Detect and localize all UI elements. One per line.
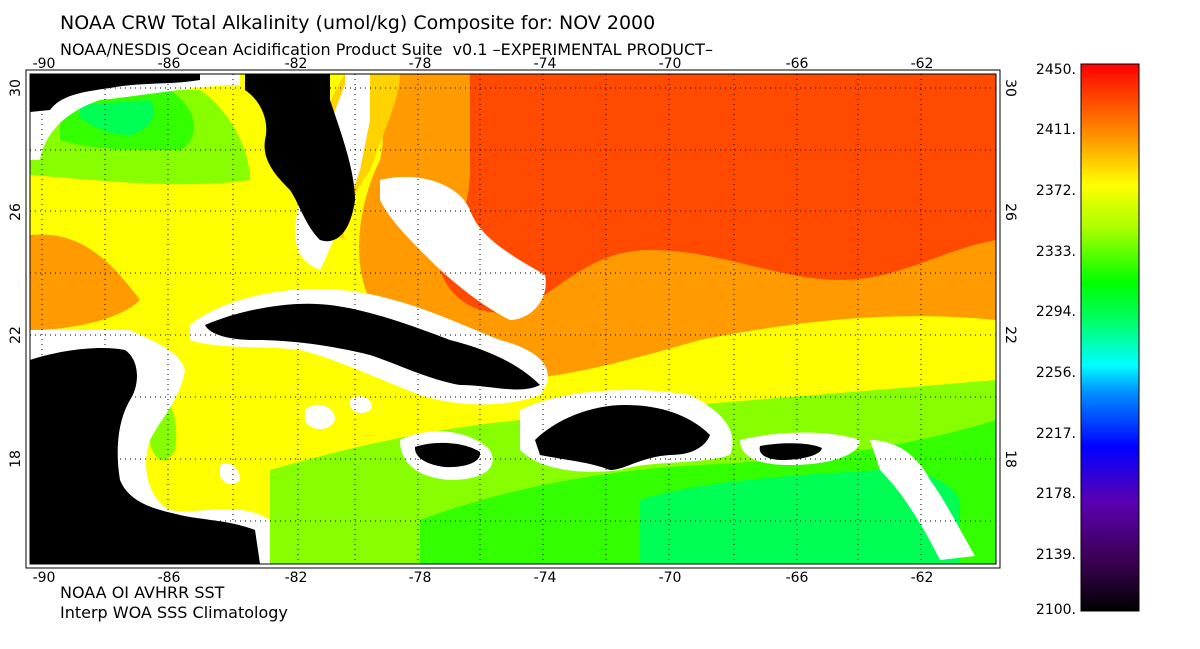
land-hispaniola [535, 405, 710, 470]
map-subtitle: NOAA/NESDIS Ocean Acidification Product … [60, 40, 713, 59]
colorbar [1080, 63, 1140, 612]
lat-tick-left: 18 [8, 450, 24, 468]
mask-cayman [305, 404, 335, 429]
colorbar-label: 2178. [1036, 486, 1076, 502]
lon-tick-top: -90 [33, 56, 56, 72]
map-frame [29, 73, 997, 565]
lat-tick-right: 22 [1002, 326, 1018, 344]
colorbar-label: 2450. [1036, 62, 1076, 78]
lat-tick-left: 30 [8, 79, 24, 97]
lon-tick-top: -78 [409, 56, 432, 72]
lat-tick-right: 18 [1002, 450, 1018, 468]
map-title: NOAA CRW Total Alkalinity (umol/kg) Comp… [60, 12, 656, 34]
lon-tick-bottom: -62 [911, 570, 934, 586]
colorbar-label: 2333. [1036, 244, 1076, 260]
credit-sss: Interp WOA SSS Climatology [60, 603, 288, 622]
lat-tick-left: 26 [8, 203, 24, 221]
mask-islet [220, 463, 240, 485]
land-yucatan [30, 348, 260, 564]
lat-labels: 30 26 22 18 30 26 22 18 [8, 79, 1018, 468]
lon-labels: -90 -86 -82 -78 -74 -70 -66 -62 -90 -86 … [33, 56, 934, 586]
lon-tick-top: -74 [534, 56, 557, 72]
colorbar-label: 2100. [1036, 602, 1076, 618]
colorbar-label: 2256. [1036, 365, 1076, 381]
lon-tick-top: -82 [285, 56, 308, 72]
land-gulf-coast [30, 74, 200, 112]
field-red-orange [440, 74, 996, 313]
map-outer-frame [25, 69, 1001, 569]
lon-tick-bottom: -78 [409, 570, 432, 586]
lat-tick-right: 26 [1002, 203, 1018, 221]
field-gulf-orange [30, 234, 140, 330]
lon-tick-bottom: -90 [33, 570, 56, 586]
mask-gulf-coast [30, 74, 240, 160]
graticule [30, 74, 996, 564]
lat-tick-right: 30 [1002, 79, 1018, 97]
colorbar-label: 2217. [1036, 426, 1076, 442]
colorbar-label: 2294. [1036, 304, 1076, 320]
land-layer [30, 74, 822, 564]
lon-tick-top: -70 [659, 56, 682, 72]
colorbar-labels: 2450. 2411. 2372. 2333. 2294. 2256. 2217… [1036, 62, 1076, 618]
lon-tick-bottom: -74 [534, 570, 557, 586]
field-gulf-sea-green [80, 100, 154, 135]
colorbar-label: 2372. [1036, 183, 1076, 199]
lon-tick-bottom: -70 [659, 570, 682, 586]
lat-tick-left: 22 [8, 326, 24, 344]
mask-cayman-2 [350, 396, 372, 414]
lon-tick-top: -62 [911, 56, 934, 72]
credit-sst: NOAA OI AVHRR SST [60, 583, 225, 602]
lon-tick-bottom: -66 [786, 570, 809, 586]
land-florida [245, 74, 355, 242]
field-sea-green [640, 469, 960, 564]
mask-andros [410, 219, 440, 250]
mask-bahamas [380, 176, 546, 320]
colorbar-label: 2411. [1036, 122, 1076, 138]
lon-tick-bottom: -82 [285, 570, 308, 586]
lon-tick-top: -86 [158, 56, 181, 72]
lon-tick-top: -66 [786, 56, 809, 72]
land-cuba [205, 303, 540, 390]
land-puerto-rico [759, 443, 822, 460]
land-jamaica [414, 442, 481, 468]
colorbar-label: 2139. [1036, 547, 1076, 563]
mask-lesser-antilles [870, 440, 975, 560]
lon-tick-bottom: -86 [158, 570, 181, 586]
